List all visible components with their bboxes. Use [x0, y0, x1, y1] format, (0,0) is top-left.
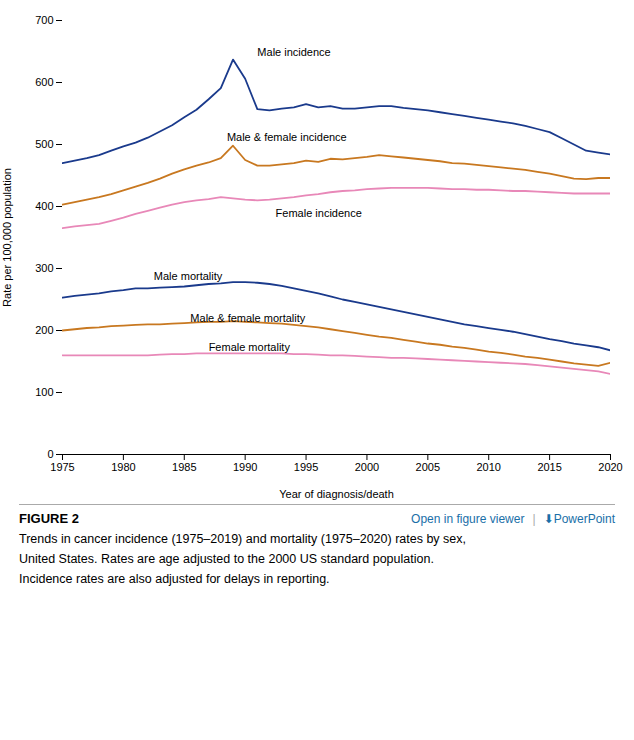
- svg-text:Male mortality: Male mortality: [154, 270, 223, 282]
- svg-text:Male & female incidence: Male & female incidence: [227, 131, 347, 143]
- svg-text:700: 700: [35, 14, 53, 26]
- svg-text:Rate per 100,000 population: Rate per 100,000 population: [1, 168, 13, 307]
- svg-text:600: 600: [35, 76, 53, 88]
- html-text:FIGURE 2: FIGURE 2: [19, 511, 79, 526]
- svg-text:2005: 2005: [416, 461, 440, 473]
- svg-text:1985: 1985: [172, 461, 196, 473]
- svg-text:2015: 2015: [537, 461, 561, 473]
- svg-text:2010: 2010: [476, 461, 500, 473]
- html-text:⬇PowerPoint: ⬇PowerPoint: [543, 512, 615, 526]
- html-text:United States. Rates are age a: United States. Rates are age adjusted to…: [19, 552, 434, 566]
- html-text:Incidence rates are also adjus: Incidence rates are also adjusted for de…: [19, 572, 330, 586]
- html-text:Trends in cancer incidence (19: Trends in cancer incidence (1975–2019) a…: [19, 532, 466, 546]
- svg-text:300: 300: [35, 262, 53, 274]
- svg-text:2000: 2000: [355, 461, 379, 473]
- svg-text:Male & female mortality: Male & female mortality: [190, 312, 305, 324]
- html-text:Open in figure viewer: Open in figure viewer: [411, 512, 525, 526]
- svg-text:500: 500: [35, 138, 53, 150]
- svg-text:1995: 1995: [294, 461, 318, 473]
- svg-text:0: 0: [47, 448, 53, 460]
- svg-text:Female incidence: Female incidence: [276, 207, 362, 219]
- svg-text:2020: 2020: [598, 461, 622, 473]
- svg-text:400: 400: [35, 200, 53, 212]
- svg-text:200: 200: [35, 324, 53, 336]
- svg-text:1990: 1990: [233, 461, 257, 473]
- svg-text:1975: 1975: [50, 461, 74, 473]
- svg-text:100: 100: [35, 386, 53, 398]
- svg-text:Male incidence: Male incidence: [257, 46, 330, 58]
- svg-text:Female mortality: Female mortality: [209, 341, 291, 353]
- svg-text:Year of diagnosis/death: Year of diagnosis/death: [279, 488, 394, 500]
- svg-text:1980: 1980: [111, 461, 135, 473]
